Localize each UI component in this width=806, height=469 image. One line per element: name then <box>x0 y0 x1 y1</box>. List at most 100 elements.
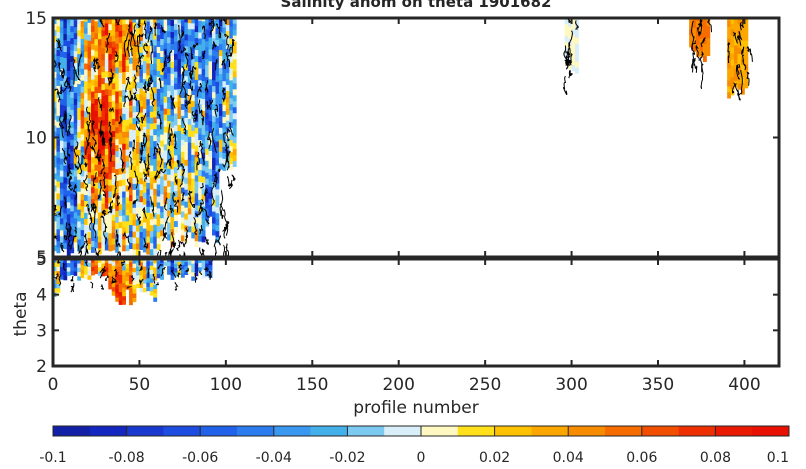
colorbar-tick-label: -0.08 <box>108 450 144 466</box>
contour-line <box>136 213 142 225</box>
anomaly-cell <box>201 74 206 82</box>
anomaly-cell <box>744 81 749 89</box>
anomaly-cell <box>70 19 75 27</box>
anomaly-cell <box>730 65 735 72</box>
anomaly-cell <box>215 224 220 232</box>
anomaly-cell <box>91 133 95 140</box>
anomaly-cell <box>132 288 137 294</box>
anomaly-cell <box>101 29 106 37</box>
anomaly-cell <box>63 69 68 76</box>
anomaly-cell <box>122 71 126 79</box>
anomaly-cell <box>174 226 178 234</box>
anomaly-cell <box>70 145 75 152</box>
contour-line <box>176 272 181 278</box>
anomaly-cell <box>208 96 213 104</box>
anomaly-cell <box>59 182 64 189</box>
anomaly-cell <box>142 48 147 56</box>
anomaly-cell <box>66 249 71 257</box>
anomaly-cell <box>187 64 192 72</box>
anomaly-cell <box>575 37 579 44</box>
anomaly-cell <box>201 122 206 129</box>
anomaly-cell <box>91 240 95 247</box>
anomaly-cell <box>198 181 203 188</box>
contour-line <box>100 215 107 227</box>
contour-line <box>160 266 166 277</box>
anomaly-cell <box>232 59 237 66</box>
anomaly-cell <box>146 110 151 118</box>
anomaly-cell <box>108 244 113 252</box>
anomaly-cell <box>70 181 75 188</box>
anomaly-cell <box>149 45 154 53</box>
anomaly-cell <box>184 135 189 142</box>
anomaly-cell <box>56 228 61 236</box>
anomaly-cell <box>191 40 196 48</box>
anomaly-cell <box>77 107 82 115</box>
anomaly-cell <box>135 231 140 238</box>
anomaly-cell <box>53 266 57 272</box>
anomaly-cell <box>730 35 735 42</box>
anomaly-cell <box>191 142 196 149</box>
anomaly-cell <box>191 94 196 102</box>
contour-line <box>89 144 96 154</box>
anomaly-cell <box>125 23 130 31</box>
anomaly-cell <box>66 262 71 268</box>
anomaly-cell <box>215 188 220 196</box>
anomaly-cell <box>53 113 57 120</box>
anomaly-cell <box>222 140 227 147</box>
anomaly-cell <box>218 73 223 80</box>
anomaly-cell <box>184 45 189 53</box>
anomaly-cell <box>70 37 75 45</box>
anomaly-cell <box>218 37 223 45</box>
anomaly-cell <box>122 35 126 43</box>
anomaly-cell <box>177 190 182 197</box>
anomaly-cell <box>118 270 123 275</box>
anomaly-cell <box>118 259 123 263</box>
contour-line <box>196 151 200 171</box>
anomaly-cell <box>734 62 738 70</box>
y-tick-label: 4 <box>36 286 47 306</box>
anomaly-cell <box>146 68 151 76</box>
anomaly-cell <box>53 143 57 150</box>
anomaly-cell <box>129 230 133 238</box>
anomaly-cell <box>153 122 158 130</box>
anomaly-cell <box>187 82 192 89</box>
anomaly-cell <box>53 23 57 31</box>
anomaly-cell <box>111 112 116 120</box>
anomaly-cell <box>84 57 88 64</box>
anomaly-cell <box>97 271 102 276</box>
anomaly-cell <box>125 107 130 114</box>
anomaly-cell <box>167 42 171 50</box>
anomaly-cell <box>156 130 161 137</box>
anomaly-cell <box>111 184 116 191</box>
anomaly-cell <box>104 226 109 233</box>
anomaly-cell <box>167 180 171 187</box>
anomaly-cell <box>66 243 71 251</box>
anomaly-cell <box>104 76 109 84</box>
anomaly-cell <box>156 190 161 197</box>
contour-line <box>739 69 743 94</box>
anomaly-cell <box>104 154 109 161</box>
anomaly-cell <box>73 74 78 82</box>
anomaly-cell <box>115 55 120 62</box>
contour-line <box>142 81 147 94</box>
anomaly-cell <box>129 212 133 220</box>
anomaly-cell <box>170 67 175 74</box>
anomaly-cell <box>153 259 158 264</box>
anomaly-cell <box>53 173 57 180</box>
anomaly-cell <box>201 62 206 70</box>
contour-line <box>221 87 226 103</box>
anomaly-cell <box>170 85 175 92</box>
anomaly-cell <box>191 178 196 185</box>
anomaly-cell <box>215 236 220 244</box>
anomaly-cell <box>194 228 199 236</box>
contour-line <box>733 31 738 44</box>
anomaly-cell <box>740 64 745 71</box>
anomaly-cell <box>174 113 178 120</box>
anomaly-cell <box>142 198 147 205</box>
anomaly-cell <box>232 47 237 54</box>
anomaly-cell <box>160 86 165 93</box>
anomaly-cell <box>73 122 78 129</box>
anomaly-cell <box>180 273 185 278</box>
anomaly-cell <box>104 94 109 102</box>
anomaly-cell <box>111 46 116 54</box>
